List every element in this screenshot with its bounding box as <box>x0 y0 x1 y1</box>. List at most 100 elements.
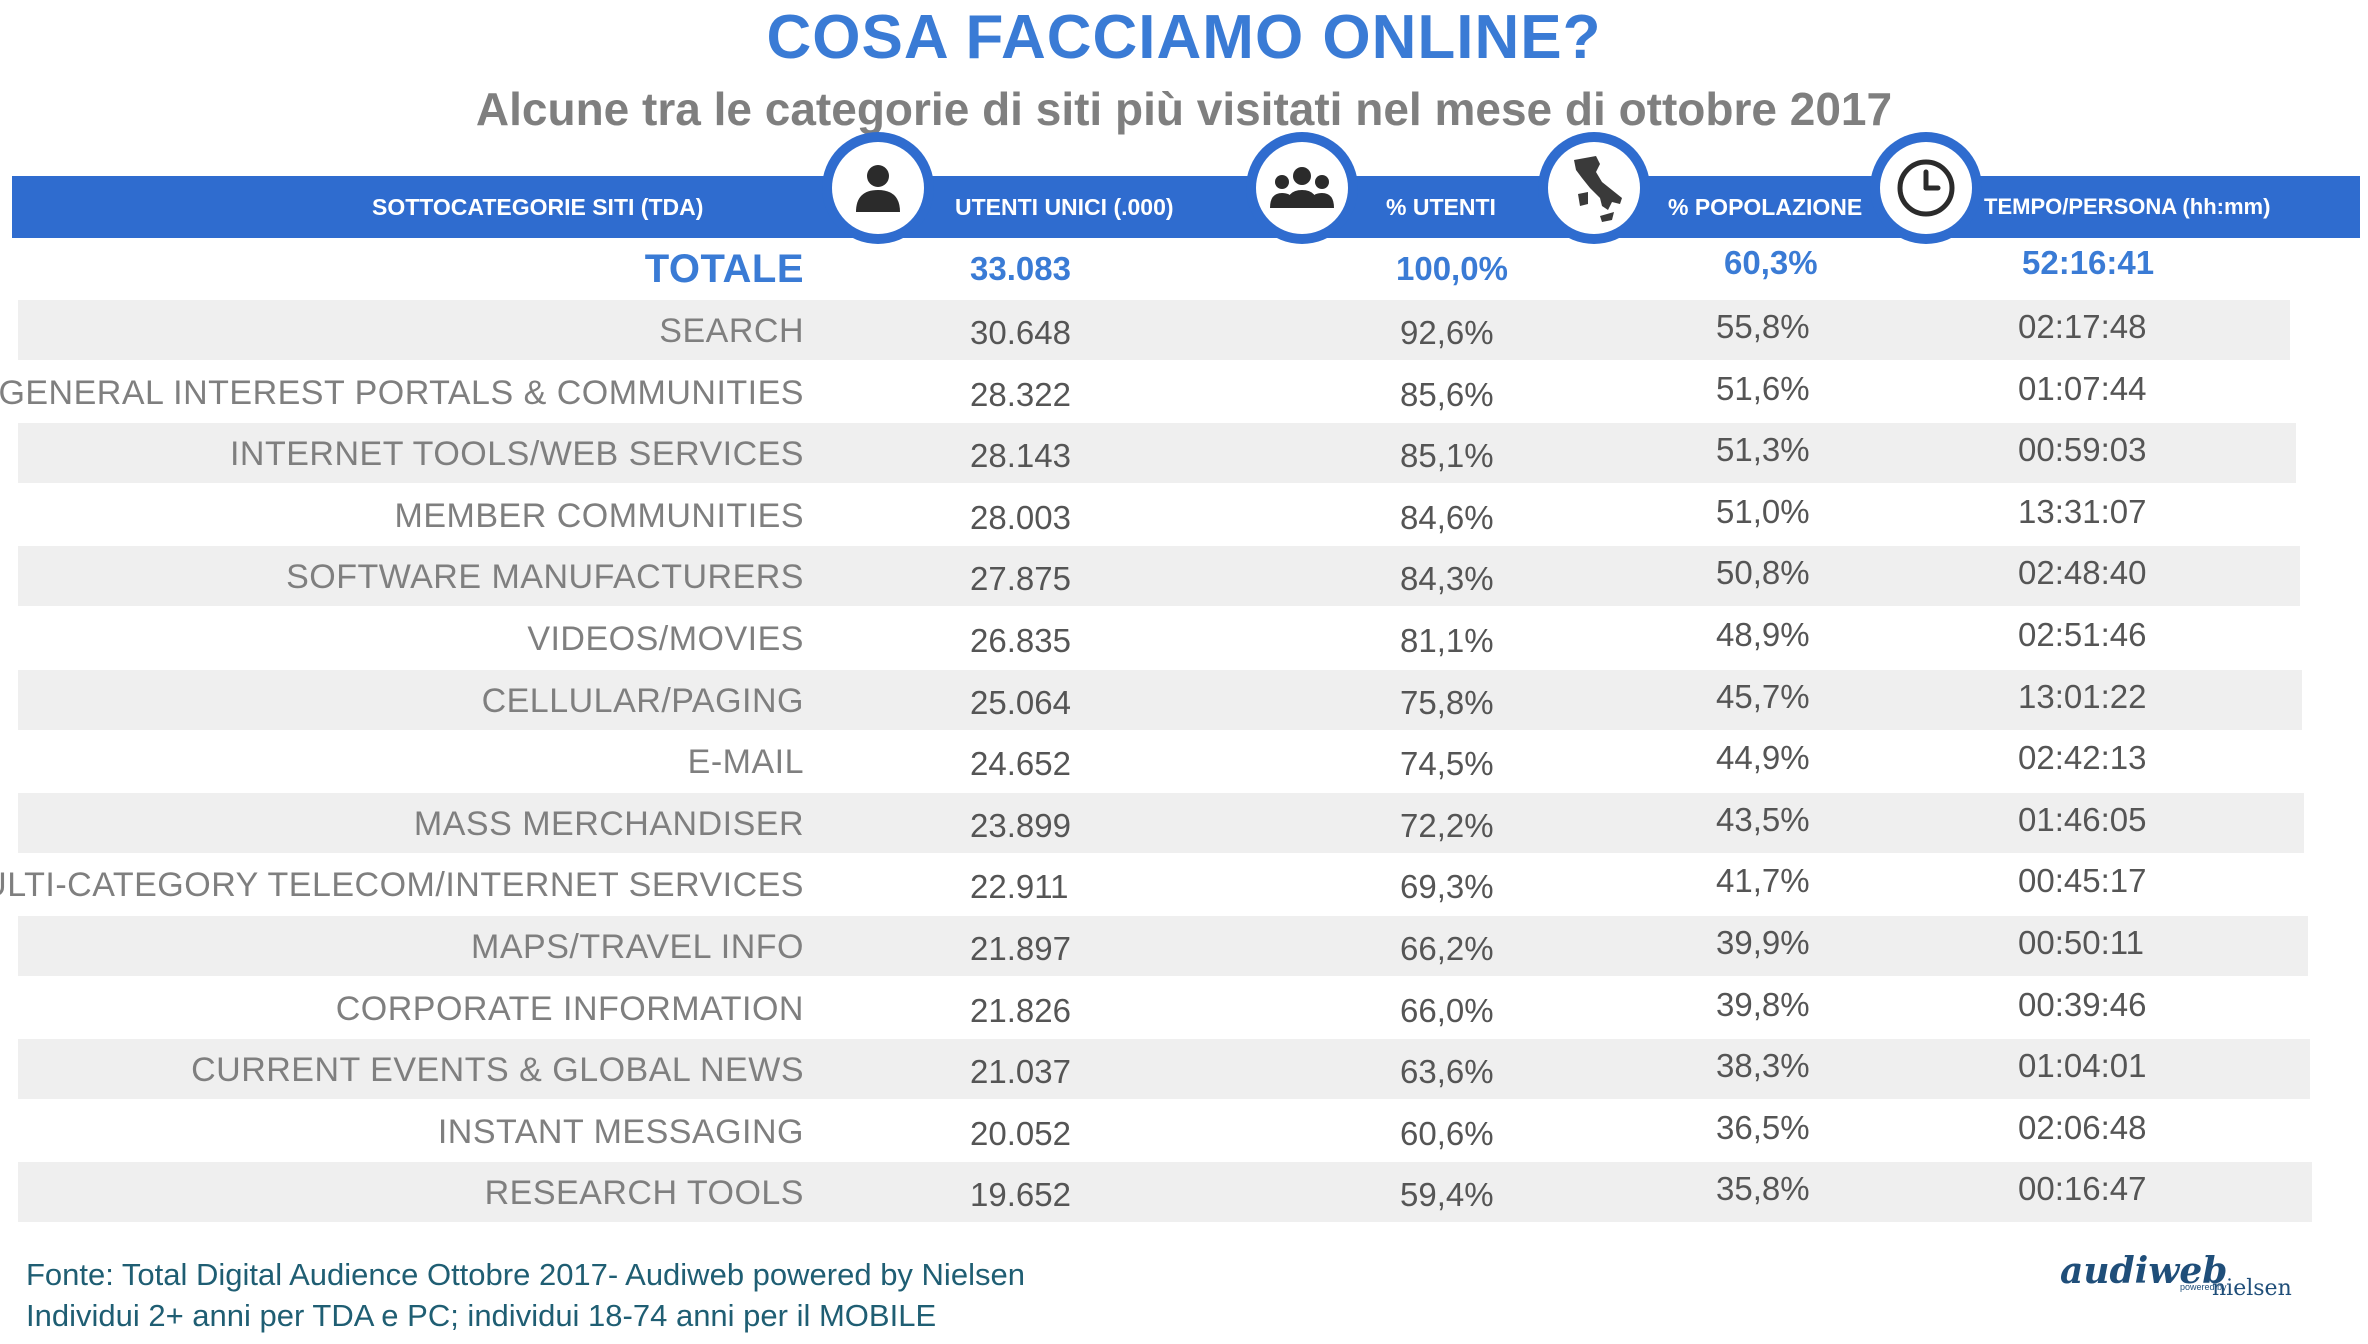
row-stripe <box>18 669 2302 730</box>
row-time: 02:48:40 <box>2018 554 2147 592</box>
row-time: 13:31:07 <box>2018 492 2147 530</box>
row-category: MEMBER COMMUNITIES <box>394 496 804 535</box>
logo-partner: nielsen <box>2212 1276 2292 1301</box>
row-time: 02:42:13 <box>2018 739 2147 777</box>
row-pct-population: 36,5% <box>1716 1108 1810 1146</box>
italy-map-icon-badge <box>1538 132 1650 244</box>
row-time: 00:39:46 <box>2018 985 2147 1023</box>
table-row: RESEARCH TOOLS 19.652 59,4% 35,8% 00:16:47 <box>0 1162 2368 1224</box>
row-time: 02:06:48 <box>2018 1108 2147 1146</box>
row-users: 30.648 <box>970 314 1071 351</box>
table-row: MAPS/TRAVEL INFO 21.897 66,2% 39,9% 00:50:11 <box>0 916 2368 978</box>
header-time: TEMPO/PERSONA (hh:mm) <box>1984 194 2271 219</box>
row-stripe <box>18 300 2290 360</box>
page-title: COSA FACCIAMO ONLINE? <box>766 3 1602 72</box>
row-users: 28.322 <box>970 375 1071 413</box>
row-category: RESEARCH TOOLS <box>484 1174 804 1213</box>
row-pct-population: 50,8% <box>1716 554 1810 592</box>
row-pct-population: 35,8% <box>1716 1170 1810 1208</box>
table-row: MEMBER COMMUNITIES 28.003 84,6% 51,0% 13:31:… <box>0 485 2368 547</box>
row-category: VIDEOS/MOVIES <box>527 620 804 658</box>
row-stripe <box>18 546 2300 607</box>
row-users: 23.899 <box>970 806 1071 844</box>
row-pct-users: 84,3% <box>1400 560 1494 598</box>
row-pct-users: 74,5% <box>1400 745 1494 783</box>
row-stripe <box>18 792 2304 853</box>
row-users: 22.911 <box>970 868 1069 906</box>
row-users: 26.835 <box>970 622 1071 659</box>
clock-icon <box>1897 159 1955 217</box>
row-pct-population: 41,7% <box>1716 862 1810 900</box>
row-category: INSTANT MESSAGING <box>437 1112 804 1151</box>
header-users: UTENTI UNICI (.000) <box>955 194 1174 220</box>
row-pct-users: 85,1% <box>1400 437 1494 475</box>
person-icon-badge <box>822 132 934 244</box>
row-time: 00:50:11 <box>2018 924 2145 961</box>
row-users: 27.875 <box>970 560 1071 598</box>
row-time: 02:17:48 <box>2018 308 2147 345</box>
group-icon <box>1270 167 1334 208</box>
audiweb-logo: audiweb powered by nielsen <box>2060 1250 2300 1310</box>
row-stripe <box>18 423 2296 484</box>
row-pct-users: 81,1% <box>1400 622 1494 659</box>
total-time: 52:16:41 <box>2022 244 2155 281</box>
row-pct-population: 44,9% <box>1716 739 1810 777</box>
row-pct-population: 51,3% <box>1716 431 1810 469</box>
total-label: TOTALE <box>644 247 804 291</box>
row-pct-population: 48,9% <box>1716 616 1810 653</box>
row-users: 28.003 <box>970 498 1071 536</box>
header-category: SOTTOCATEGORIE SITI (TDA) <box>372 194 704 220</box>
row-pct-users: 92,6% <box>1400 314 1494 351</box>
row-time: 01:07:44 <box>2018 369 2147 407</box>
row-pct-users: 59,4% <box>1400 1176 1494 1214</box>
row-users: 28.143 <box>970 437 1071 475</box>
row-category: CELLULAR/PAGING <box>481 681 804 720</box>
row-time: 00:45:17 <box>2018 862 2147 900</box>
page-subtitle: Alcune tra le categorie di siti più visi… <box>475 83 1893 135</box>
table-row: CORPORATE INFORMATION 21.826 66,0% 39,8% 00:… <box>0 978 2368 1040</box>
row-time: 02:51:46 <box>2018 616 2147 653</box>
row-stripe <box>18 916 2308 976</box>
header-pct-users: % UTENTI <box>1386 194 1496 220</box>
person-icon <box>856 165 900 212</box>
table-row: INSTANT MESSAGING 20.052 60,6% 36,5% 02:06:4… <box>0 1101 2368 1163</box>
row-users: 21.826 <box>970 991 1071 1029</box>
row-pct-users: 69,3% <box>1400 868 1494 906</box>
row-stripe <box>18 1162 2312 1223</box>
row-category: INTERNET TOOLS/WEB SERVICES <box>229 435 804 474</box>
total-pct-users: 100,0% <box>1396 250 1508 287</box>
row-pct-population: 43,5% <box>1716 800 1810 838</box>
table-row: SEARCH 30.648 92,6% 55,8% 02:17:48 <box>0 300 2368 362</box>
row-category: MASS MERCHANDISER <box>413 804 804 843</box>
row-users: 19.652 <box>970 1176 1071 1214</box>
clock-icon-badge <box>1870 132 1982 244</box>
table-row: INTERNET TOOLS/WEB SERVICES 28.143 85,1% 51… <box>0 423 2368 485</box>
row-pct-population: 51,0% <box>1716 492 1810 530</box>
header-pct-population: % POPOLAZIONE <box>1668 194 1863 220</box>
row-users: 21.037 <box>970 1053 1071 1091</box>
row-users: 25.064 <box>970 683 1071 721</box>
row-pct-population: 38,3% <box>1716 1047 1810 1085</box>
row-pct-users: 72,2% <box>1400 806 1494 844</box>
table-row: E-MAIL 24.652 74,5% 44,9% 02:42:13 <box>0 731 2368 793</box>
row-time: 00:59:03 <box>2018 431 2147 469</box>
row-stripe <box>18 1039 2310 1100</box>
table-row: MASS MERCHANDISER 23.899 72,2% 43,5% 01:46:0… <box>0 792 2368 855</box>
table-row: GENERAL INTEREST PORTALS & COMMUNITIES 28… <box>0 362 2368 424</box>
row-pct-population: 39,8% <box>1716 985 1810 1023</box>
row-category: CORPORATE INFORMATION <box>335 989 804 1028</box>
row-time: 01:04:01 <box>2018 1047 2147 1085</box>
row-category: CURRENT EVENTS & GLOBAL NEWS <box>191 1051 804 1090</box>
table-row: VIDEOS/MOVIES 26.835 81,1% 48,9% 02:51:46 <box>0 608 2368 670</box>
table-row: CELLULAR/PAGING 25.064 75,8% 45,7% 13:01:22 <box>0 669 2368 732</box>
group-icon-badge <box>1246 132 1358 244</box>
row-pct-population: 51,6% <box>1716 369 1810 407</box>
logo-powered: powered by <box>2180 1282 2227 1292</box>
row-users: 20.052 <box>970 1114 1071 1152</box>
row-pct-users: 84,6% <box>1400 498 1494 536</box>
table-row: MULTI-CATEGORY TELECOM/INTERNET SERVICES… <box>0 854 2368 916</box>
row-pct-users: 66,2% <box>1400 930 1494 967</box>
row-pct-users: 60,6% <box>1400 1114 1494 1152</box>
sample-note: Individui 2+ anni per TDA e PC; individu… <box>26 1298 937 1333</box>
total-row: TOTALE 33.083 100,0% 60,3% 52:16:41 <box>0 238 2368 300</box>
